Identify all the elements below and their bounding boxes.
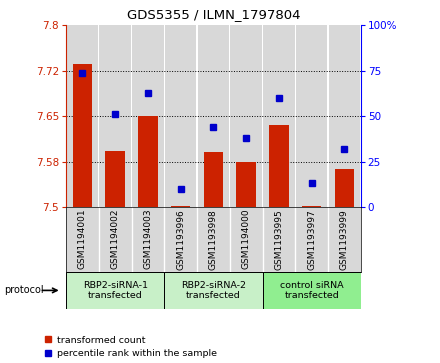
Bar [231,207,262,272]
Text: GSM1193999: GSM1193999 [340,209,349,270]
Text: GSM1193995: GSM1193995 [275,209,283,270]
Bar [165,25,196,207]
Title: GDS5355 / ILMN_1797804: GDS5355 / ILMN_1797804 [127,8,300,21]
Bar [329,207,360,272]
Text: GSM1194001: GSM1194001 [78,209,87,269]
Text: RBP2-siRNA-2
transfected: RBP2-siRNA-2 transfected [181,281,246,300]
Bar [138,116,158,207]
Text: GSM1193998: GSM1193998 [209,209,218,270]
Bar [99,207,131,272]
Text: GSM1194002: GSM1194002 [110,209,120,269]
Bar [66,25,98,207]
Bar [236,162,256,207]
Bar [99,25,131,207]
Bar [296,207,327,272]
Bar [329,25,360,207]
Text: protocol: protocol [4,285,44,295]
Bar [296,25,327,207]
Bar [171,206,191,207]
Text: RBP2-siRNA-1
transfected: RBP2-siRNA-1 transfected [83,281,148,300]
Bar [132,25,164,207]
Bar [164,272,263,309]
Bar [66,207,98,272]
Bar [132,207,164,272]
Bar [334,169,354,207]
Text: control siRNA
transfected: control siRNA transfected [280,281,344,300]
Text: GSM1193997: GSM1193997 [307,209,316,270]
Bar [231,25,262,207]
Bar [269,125,289,207]
Text: GSM1194003: GSM1194003 [143,209,152,269]
Bar [198,207,229,272]
Bar [302,206,322,207]
Text: GSM1194000: GSM1194000 [242,209,251,269]
Bar [263,25,295,207]
Bar [204,152,223,207]
Text: GSM1193996: GSM1193996 [176,209,185,270]
Bar [263,207,295,272]
Bar [105,151,125,207]
Bar [263,272,361,309]
Bar [198,25,229,207]
Legend: transformed count, percentile rank within the sample: transformed count, percentile rank withi… [44,335,216,358]
Bar [73,64,92,207]
Bar [165,207,196,272]
Bar [66,272,164,309]
